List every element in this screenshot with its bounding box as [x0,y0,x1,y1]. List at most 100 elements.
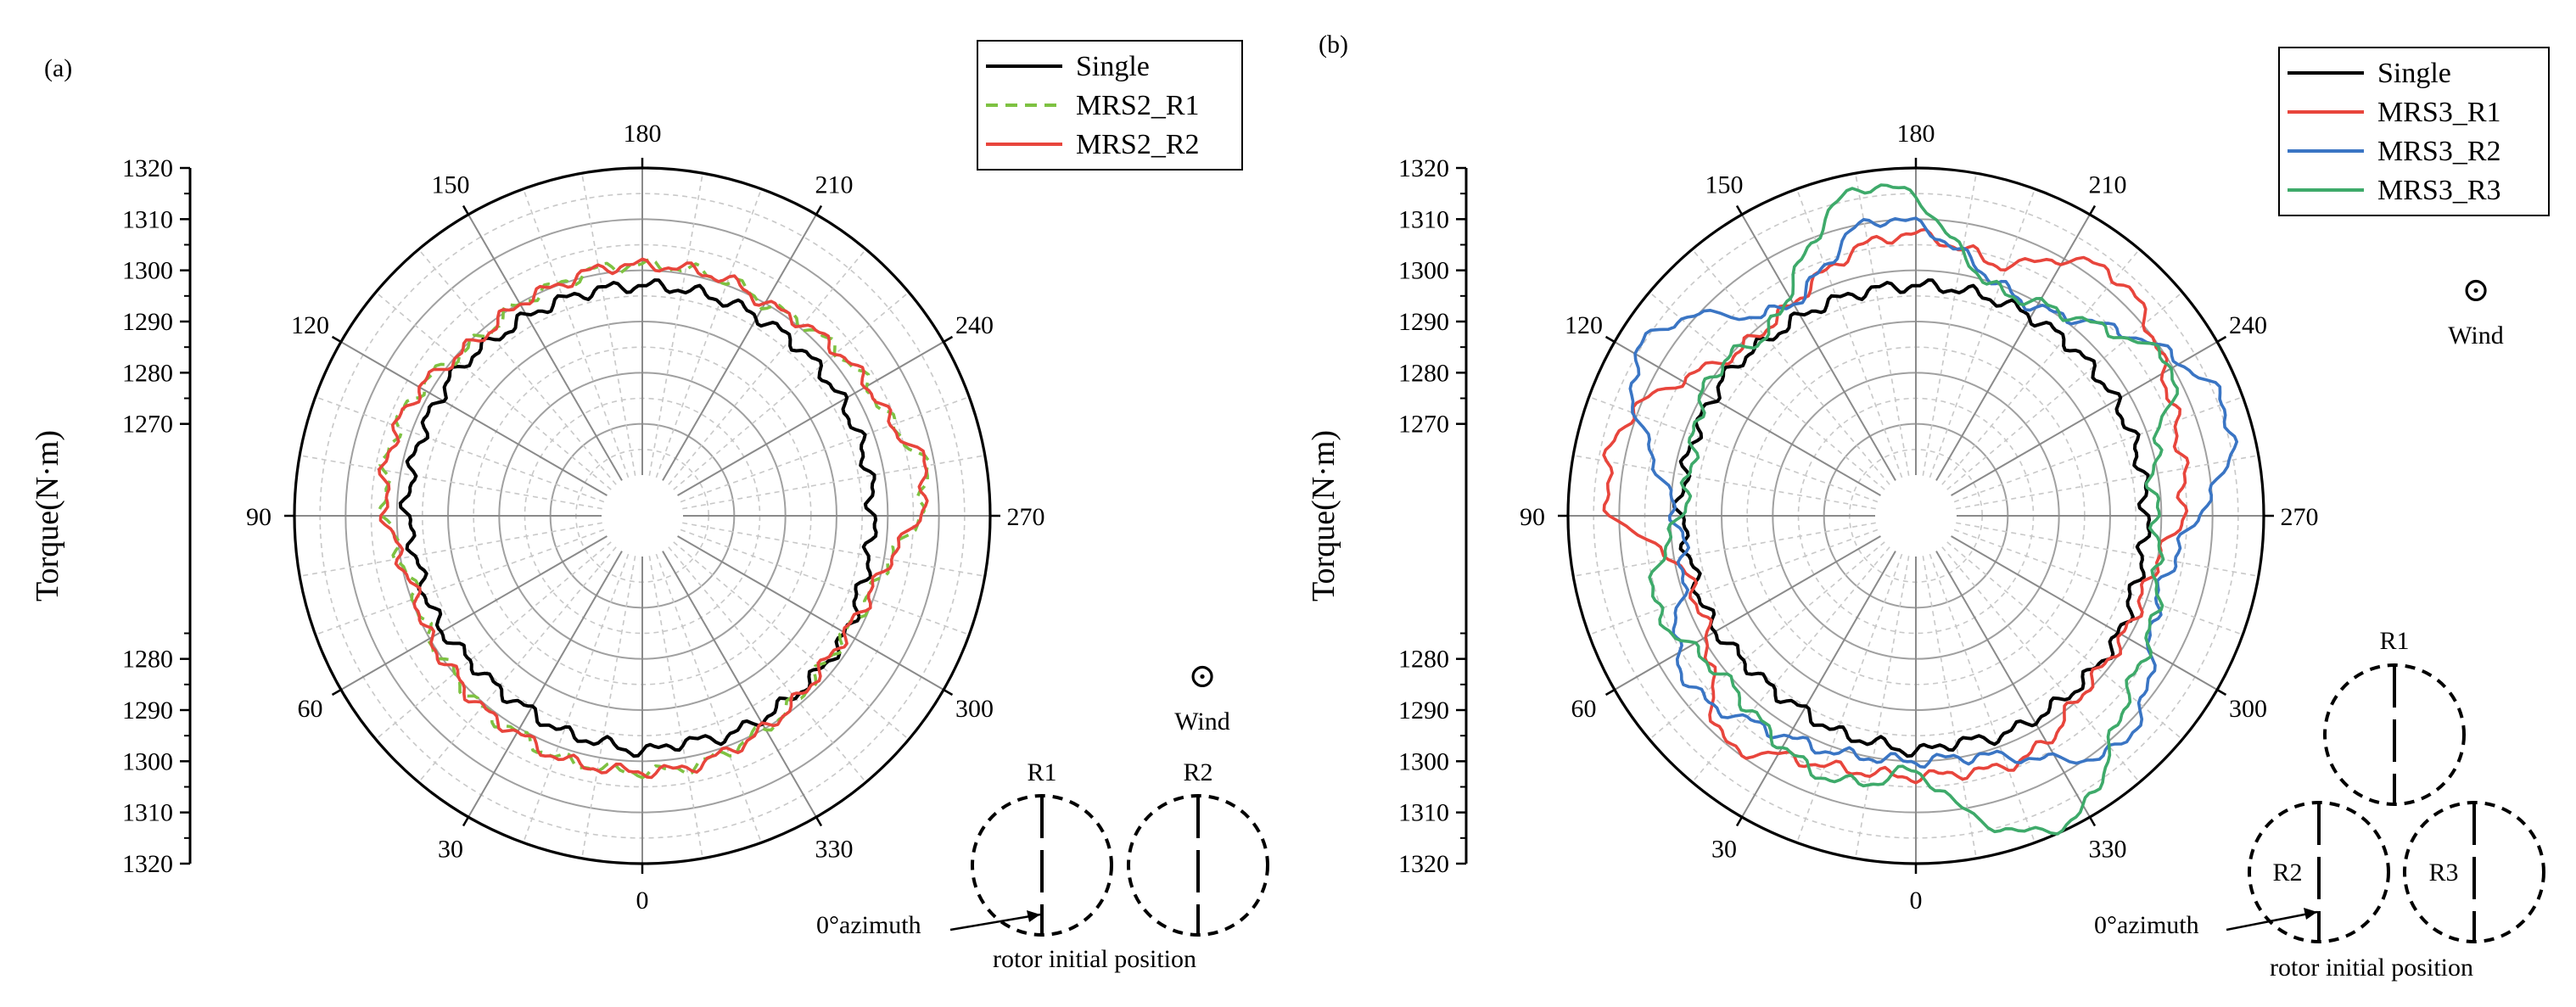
angle-tick-label: 210 [815,171,854,199]
rotor-caption: rotor initial position [993,945,1196,973]
rotor-label-r2: R2 [2272,859,2302,887]
angle-tick-label: 270 [2281,503,2319,531]
angle-tick [943,335,954,344]
panel-b-legend: Single MRS3_R1 MRS3_R2 MRS3_R3 [2278,47,2550,216]
series-mrs3-r3 [1648,183,2179,836]
radial-tick-label: 1290 [122,308,173,336]
radial-tick-label: 1290 [122,697,173,724]
panel-a-wind-text: Wind [1174,708,1229,736]
legend-label: MRS3_R3 [2377,175,2501,206]
series-mrs3-r1 [1602,227,2190,785]
azimuth-label: 0°azimuth [816,911,921,939]
minor-spoke [581,556,636,859]
major-spoke [662,214,817,481]
major-spoke [1951,341,2218,496]
panel-b-label: (b) [1319,31,1348,59]
radial-tick-label: 1290 [1398,697,1449,724]
minor-spoke [1929,188,2036,478]
radial-tick-label: 1300 [122,747,173,775]
minor-spoke [668,546,867,783]
minor-spoke [673,291,910,490]
minor-spoke [300,522,602,577]
panel-a-plot [377,257,930,780]
angle-tick [943,688,954,697]
radial-tick-label: 1280 [122,359,173,387]
radial-tick-label: 1280 [1398,359,1449,387]
panel-b-plot [1602,183,2238,836]
major-spoke [662,551,817,818]
angle-tick-label: 120 [1565,311,1603,339]
azimuth-arrow [2226,910,2318,931]
angle-tick-label: 330 [815,835,854,863]
angle-tick-label: 150 [1705,171,1744,199]
panel-a: (a) Torque(N·m) 0 30 60 90 120 150 180 210 240 27… [30,40,1269,973]
legend-label: MRS3_R1 [2377,97,2501,128]
minor-spoke [1573,455,1876,510]
minor-spoke [1922,556,1977,859]
minor-spoke [1649,541,1885,741]
minor-spoke [523,188,630,478]
minor-spoke [1588,529,1879,635]
panel-b-wind-symbol: ⊙ [2461,271,2490,309]
minor-spoke [648,173,703,476]
minor-spoke [648,556,703,859]
radial-tick-label: 1300 [1398,257,1449,285]
panel-a-ylabel: Torque(N·m) [30,430,65,601]
radial-tick-label: 1320 [122,850,173,878]
azimuth-arrow-head [2304,908,2317,920]
series-mrs2-r1 [377,257,930,780]
radial-tick-label: 1290 [1398,308,1449,336]
angle-tick-label: 240 [2229,311,2267,339]
major-spoke [1741,551,1896,818]
legend-box [977,40,1243,171]
panel-a-wind-annotation: ⊙ Wind [1174,657,1229,736]
panel-a-legend: Single MRS2_R1 MRS2_R2 [977,40,1243,171]
minor-spoke [1929,553,2036,843]
angle-tick-label: 30 [438,835,463,863]
minor-spoke [1691,249,1890,485]
rotor-caption: rotor initial position [2270,954,2473,982]
azimuth-label: 0°azimuth [2094,911,2199,939]
rotor-label-r3: R3 [2428,859,2458,887]
minor-spoke [1796,553,1903,843]
legend-label: MRS2_R2 [1076,129,1200,160]
radial-tick-label: 1320 [122,154,173,182]
radial-tick-label: 1300 [122,257,173,285]
angle-tick [1604,335,1616,344]
minor-spoke [1953,529,2243,635]
legend-label: Single [1076,51,1150,82]
angle-tick-label: 90 [246,503,272,531]
minor-spoke [1956,455,2259,510]
legend-label: MRS3_R2 [2377,136,2501,167]
radial-tick-label: 1300 [1398,747,1449,775]
minor-spoke [1956,522,2259,577]
minor-spoke [1941,546,2141,783]
series-single [1672,278,2152,758]
angle-tick [331,688,342,697]
angle-tick-label: 240 [955,311,994,339]
angle-tick [462,816,470,827]
panel-b-radial-axis: 1320 1310 1300 1290 1280 1270 1280 1290 1300 1310… [1398,154,1468,878]
minor-spoke [668,249,867,485]
angle-tick-label: 150 [432,171,470,199]
radial-tick-label: 1310 [122,799,173,827]
minor-spoke [1946,541,2183,741]
major-spoke [1951,535,2218,691]
radial-tick-label: 1320 [1398,850,1449,878]
radial-tick-label: 1320 [1398,154,1449,182]
angle-tick-label: 300 [2229,695,2267,723]
rotor-label-r1: R1 [2379,627,2409,655]
angle-tick-label: 0 [1910,887,1923,915]
radial-tick-label: 1280 [1398,646,1449,674]
angle-tick-label: 270 [1007,503,1045,531]
angle-tick [2216,688,2227,697]
major-spoke [1935,214,2091,481]
minor-spoke [417,249,617,485]
minor-spoke [1691,546,1890,783]
minor-spoke [1953,396,2243,503]
angle-tick-label: 60 [1571,695,1597,723]
radial-tick-label: 1310 [122,205,173,233]
azimuth-arrow [949,913,1041,931]
panel-b-wind-annotation: ⊙ Wind [2448,271,2503,350]
